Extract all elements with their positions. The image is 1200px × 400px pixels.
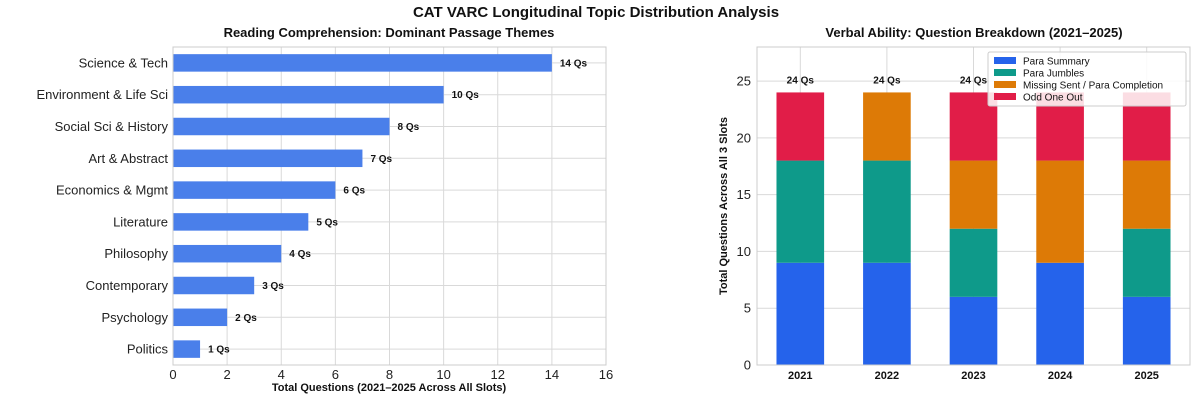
rc-category-label: Literature bbox=[113, 214, 168, 229]
va-legend-swatch bbox=[994, 81, 1016, 88]
va-stack-segment bbox=[949, 160, 998, 229]
rc-category-label: Politics bbox=[127, 342, 169, 357]
rc-data-label: 5 Qs bbox=[316, 217, 338, 228]
va-y-axis-label: Total Questions Across All 3 Slots bbox=[718, 117, 730, 295]
rc-category-label: Psychology bbox=[102, 310, 169, 325]
va-breakdown-chart: Verbal Ability: Question Breakdown (2021… bbox=[718, 25, 1191, 382]
va-legend-swatch bbox=[994, 57, 1016, 64]
va-legend-label: Para Jumbles bbox=[1023, 69, 1084, 80]
va-stack-segment bbox=[776, 160, 825, 263]
va-stack-segment bbox=[863, 262, 911, 365]
va-stack-segment bbox=[863, 160, 911, 263]
rc-x-tick-label: 0 bbox=[169, 367, 176, 382]
va-y-tick-label: 25 bbox=[737, 74, 751, 89]
rc-bar bbox=[173, 117, 390, 136]
va-stack-segment bbox=[1122, 296, 1171, 365]
va-x-tick-label: 2022 bbox=[875, 370, 899, 382]
va-y-tick-label: 10 bbox=[737, 244, 751, 259]
rc-category-label: Economics & Mgmt bbox=[56, 183, 168, 198]
rc-category-label: Philosophy bbox=[104, 246, 168, 261]
va-legend-label: Missing Sent / Para Completion bbox=[1023, 81, 1163, 92]
rc-bar bbox=[173, 308, 228, 327]
rc-bar bbox=[173, 213, 309, 231]
rc-bar bbox=[173, 149, 363, 168]
va-legend-swatch bbox=[994, 69, 1016, 76]
rc-data-label: 4 Qs bbox=[289, 249, 311, 260]
rc-x-tick-label: 6 bbox=[332, 367, 339, 382]
rc-bar bbox=[173, 340, 201, 358]
rc-bar bbox=[173, 276, 255, 295]
va-stack-segment bbox=[1036, 262, 1084, 365]
rc-plot-frame bbox=[172, 46, 607, 366]
figure-title: CAT VARC Longitudinal Topic Distribution… bbox=[413, 4, 779, 21]
va-x-tick-label: 2023 bbox=[961, 370, 985, 382]
va-x-tick-label: 2025 bbox=[1134, 370, 1158, 382]
va-y-tick-label: 0 bbox=[744, 358, 751, 373]
rc-chart-title: Reading Comprehension: Dominant Passage … bbox=[224, 25, 555, 40]
rc-themes-chart: Reading Comprehension: Dominant Passage … bbox=[36, 25, 613, 394]
va-legend-swatch bbox=[994, 93, 1016, 100]
rc-x-axis-label: Total Questions (2021–2025 Across All Sl… bbox=[272, 382, 507, 394]
rc-category-label: Art & Abstract bbox=[89, 151, 169, 166]
rc-category-label: Contemporary bbox=[86, 278, 169, 293]
rc-data-label: 10 Qs bbox=[452, 90, 480, 101]
rc-bar bbox=[173, 85, 444, 104]
rc-bar bbox=[173, 244, 282, 263]
va-chart-title: Verbal Ability: Question Breakdown (2021… bbox=[825, 25, 1122, 40]
va-stack-segment bbox=[1122, 228, 1171, 297]
va-legend-label: Para Summary bbox=[1023, 57, 1090, 68]
va-stack-segment bbox=[1122, 160, 1171, 229]
va-total-label: 24 Qs bbox=[873, 75, 901, 86]
va-legend-label: Odd One Out bbox=[1023, 93, 1083, 104]
va-stack-segment bbox=[1036, 160, 1084, 263]
rc-x-tick-label: 14 bbox=[545, 367, 559, 382]
va-x-tick-label: 2021 bbox=[788, 370, 812, 382]
va-stack-segment bbox=[949, 296, 998, 365]
rc-bar bbox=[173, 181, 336, 199]
va-total-label: 24 Qs bbox=[960, 75, 988, 86]
rc-data-label: 2 Qs bbox=[235, 313, 257, 324]
va-legend-box bbox=[987, 51, 1187, 107]
va-stack-segment bbox=[776, 262, 825, 365]
rc-category-label: Science & Tech bbox=[79, 55, 168, 70]
rc-category-label: Social Sci & History bbox=[55, 119, 169, 134]
rc-data-label: 3 Qs bbox=[262, 281, 284, 292]
rc-data-label: 14 Qs bbox=[560, 58, 588, 69]
va-stack-segment bbox=[863, 92, 911, 161]
rc-x-tick-label: 2 bbox=[224, 367, 231, 382]
va-total-label: 24 Qs bbox=[787, 75, 815, 86]
rc-data-label: 6 Qs bbox=[343, 186, 365, 197]
rc-x-tick-label: 10 bbox=[436, 367, 450, 382]
rc-data-label: 8 Qs bbox=[398, 122, 420, 133]
rc-category-label: Environment & Life Sci bbox=[36, 87, 168, 102]
va-y-tick-label: 15 bbox=[737, 187, 751, 202]
rc-data-label: 1 Qs bbox=[208, 345, 230, 356]
va-stack-segment bbox=[949, 228, 998, 297]
va-x-tick-label: 2024 bbox=[1048, 370, 1073, 382]
rc-x-tick-label: 16 bbox=[599, 367, 613, 382]
rc-bar bbox=[173, 54, 552, 72]
va-y-tick-label: 5 bbox=[744, 301, 751, 316]
rc-x-tick-label: 4 bbox=[278, 367, 285, 382]
va-stack-segment bbox=[776, 92, 825, 161]
rc-x-tick-label: 12 bbox=[491, 367, 505, 382]
va-y-tick-label: 20 bbox=[737, 130, 751, 145]
rc-x-tick-label: 8 bbox=[386, 367, 393, 382]
va-plot-frame bbox=[756, 46, 1191, 366]
rc-data-label: 7 Qs bbox=[370, 154, 392, 165]
